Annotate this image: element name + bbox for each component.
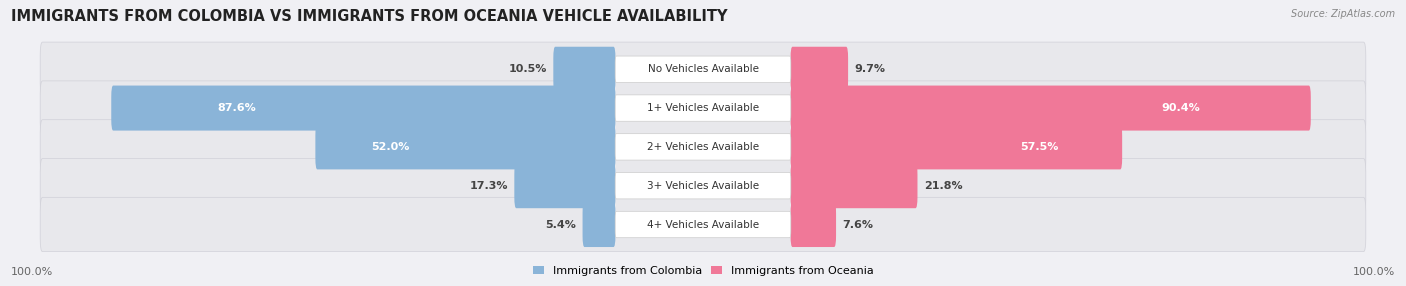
FancyBboxPatch shape — [315, 124, 616, 169]
FancyBboxPatch shape — [790, 86, 1310, 131]
FancyBboxPatch shape — [616, 211, 790, 238]
Text: 87.6%: 87.6% — [218, 103, 256, 113]
Text: Source: ZipAtlas.com: Source: ZipAtlas.com — [1291, 9, 1395, 19]
FancyBboxPatch shape — [790, 47, 848, 92]
Text: 10.5%: 10.5% — [509, 64, 547, 74]
FancyBboxPatch shape — [111, 86, 616, 131]
Text: 2+ Vehicles Available: 2+ Vehicles Available — [647, 142, 759, 152]
Text: 21.8%: 21.8% — [924, 181, 963, 191]
Text: IMMIGRANTS FROM COLOMBIA VS IMMIGRANTS FROM OCEANIA VEHICLE AVAILABILITY: IMMIGRANTS FROM COLOMBIA VS IMMIGRANTS F… — [11, 9, 728, 23]
Text: 100.0%: 100.0% — [1353, 267, 1395, 277]
FancyBboxPatch shape — [554, 47, 616, 92]
FancyBboxPatch shape — [582, 202, 616, 247]
FancyBboxPatch shape — [515, 163, 616, 208]
Text: 4+ Vehicles Available: 4+ Vehicles Available — [647, 220, 759, 229]
Text: 7.6%: 7.6% — [842, 220, 873, 229]
FancyBboxPatch shape — [41, 81, 1365, 135]
Text: 17.3%: 17.3% — [470, 181, 508, 191]
FancyBboxPatch shape — [790, 163, 918, 208]
FancyBboxPatch shape — [790, 124, 1122, 169]
Text: 100.0%: 100.0% — [11, 267, 53, 277]
FancyBboxPatch shape — [41, 42, 1365, 96]
FancyBboxPatch shape — [616, 134, 790, 160]
FancyBboxPatch shape — [41, 197, 1365, 252]
Text: 52.0%: 52.0% — [371, 142, 409, 152]
Text: No Vehicles Available: No Vehicles Available — [648, 64, 758, 74]
FancyBboxPatch shape — [790, 202, 837, 247]
Text: 1+ Vehicles Available: 1+ Vehicles Available — [647, 103, 759, 113]
Text: 90.4%: 90.4% — [1161, 103, 1201, 113]
FancyBboxPatch shape — [41, 120, 1365, 174]
FancyBboxPatch shape — [616, 56, 790, 82]
FancyBboxPatch shape — [41, 158, 1365, 213]
Text: 9.7%: 9.7% — [855, 64, 886, 74]
FancyBboxPatch shape — [616, 172, 790, 199]
Text: 3+ Vehicles Available: 3+ Vehicles Available — [647, 181, 759, 191]
Text: 5.4%: 5.4% — [546, 220, 576, 229]
FancyBboxPatch shape — [616, 95, 790, 121]
Text: 57.5%: 57.5% — [1021, 142, 1059, 152]
Legend: Immigrants from Colombia, Immigrants from Oceania: Immigrants from Colombia, Immigrants fro… — [529, 261, 877, 281]
